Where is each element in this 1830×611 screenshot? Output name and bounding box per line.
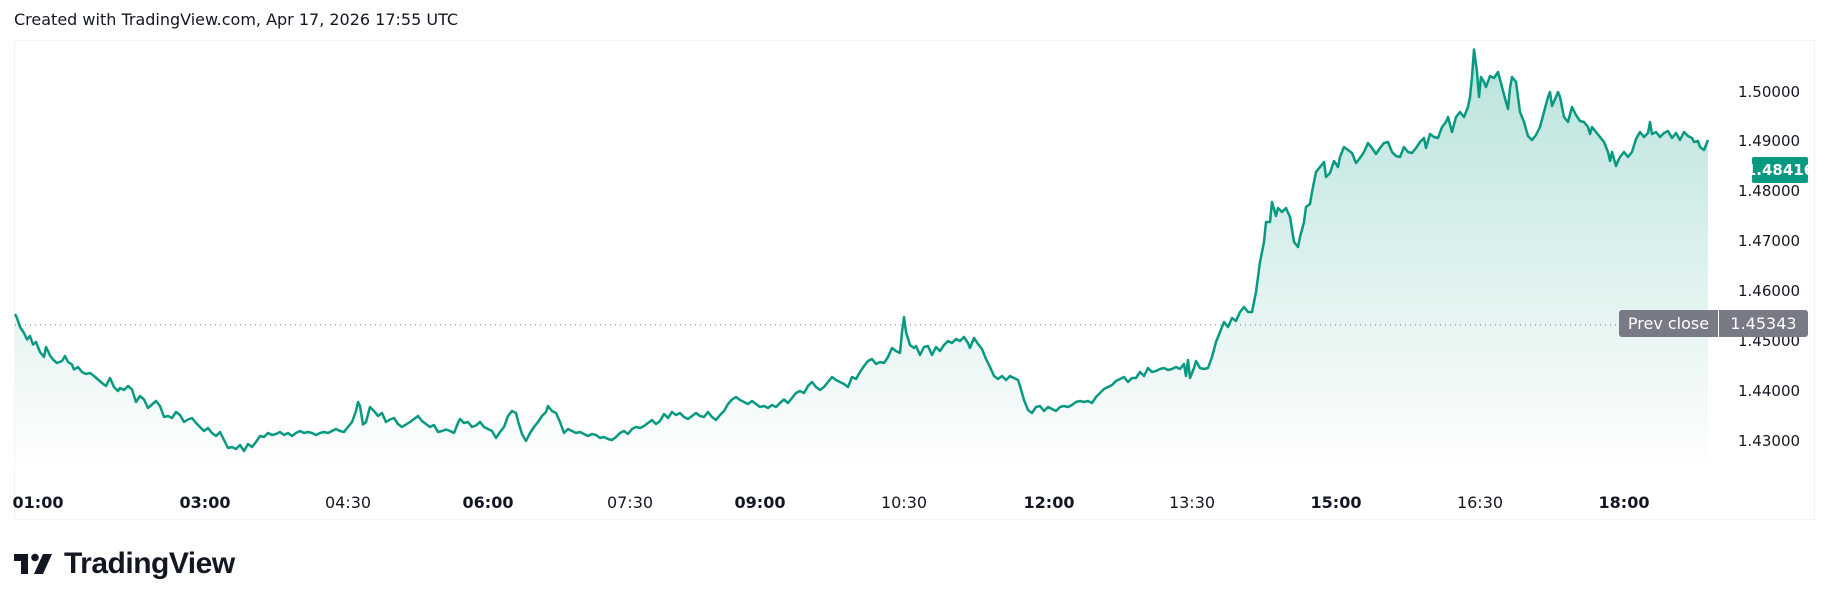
- prev-close-label: Prev close: [1619, 310, 1718, 337]
- time-tick-label: 06:00: [462, 493, 514, 512]
- time-tick-label: 12:00: [1023, 493, 1075, 512]
- price-tick-label: 1.46000: [1738, 282, 1801, 300]
- time-tick-label: 07:30: [606, 493, 654, 512]
- time-tick-label: 16:30: [1456, 493, 1504, 512]
- price-tick-label: 1.47000: [1738, 232, 1801, 250]
- time-tick-label: 09:00: [734, 493, 786, 512]
- price-tick-label: 1.49000: [1738, 132, 1801, 150]
- time-tick-label: 01:00: [12, 493, 64, 512]
- price-area-fill: [15, 49, 1708, 470]
- logo-text: TradingView: [64, 547, 235, 580]
- price-tick-label: 1.44000: [1738, 382, 1801, 400]
- last-price-label: 1.48416: [1746, 157, 1814, 183]
- price-tick-label: 1.43000: [1738, 432, 1801, 450]
- time-tick-label: 13:30: [1168, 493, 1216, 512]
- tradingview-logo[interactable]: TradingView: [14, 547, 235, 581]
- chart-attribution-header: Created with TradingView.com, Apr 17, 20…: [14, 10, 459, 29]
- time-tick-label: 10:30: [880, 493, 928, 512]
- time-tick-label: 15:00: [1310, 493, 1362, 512]
- prev-close-value: 1.45343: [1719, 310, 1808, 337]
- price-line: [13, 48, 1710, 453]
- time-tick-label: 03:00: [179, 493, 231, 512]
- time-tick-label: 18:00: [1598, 493, 1650, 512]
- chart-frame: [14, 40, 1815, 520]
- price-tick-label: 1.50000: [1738, 83, 1801, 101]
- time-tick-label: 04:30: [324, 493, 372, 512]
- tradingview-logo-icon: [14, 553, 52, 574]
- price-tick-label: 1.48000: [1738, 182, 1801, 200]
